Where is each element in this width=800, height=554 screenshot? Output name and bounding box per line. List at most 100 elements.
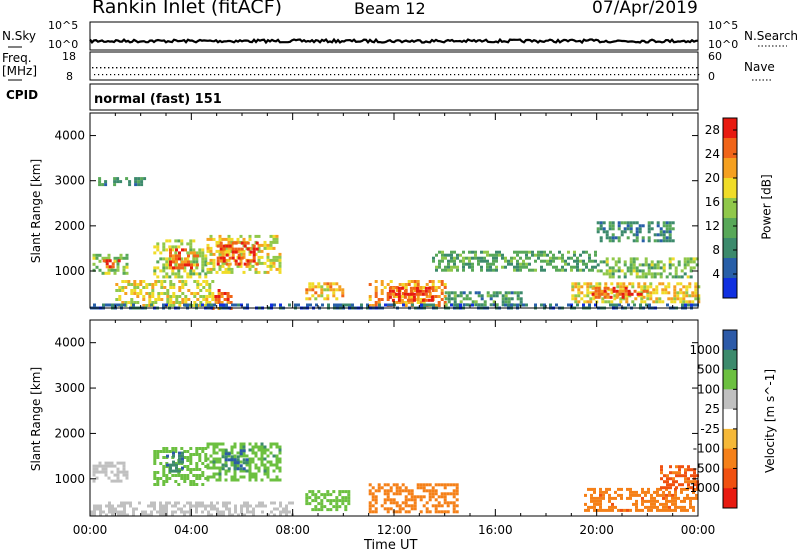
range-gate-cell bbox=[178, 457, 181, 461]
range-gate-cell bbox=[228, 507, 231, 511]
freq-dot bbox=[316, 67, 318, 69]
range-gate-cell bbox=[531, 268, 534, 272]
range-gate-cell bbox=[395, 492, 399, 496]
range-gate-cell bbox=[189, 275, 193, 279]
range-gate-cell bbox=[662, 236, 666, 240]
power-ylabel: Slant Range [km] bbox=[29, 158, 44, 264]
range-gate-cell bbox=[335, 505, 339, 509]
range-gate-cell bbox=[278, 252, 282, 256]
range-gate-cell bbox=[591, 265, 594, 269]
range-gate-cell bbox=[608, 224, 612, 228]
range-gate-cell bbox=[608, 499, 611, 503]
range-gate-cell bbox=[697, 285, 701, 289]
range-gate-cell bbox=[449, 483, 453, 487]
range-gate-cell bbox=[237, 513, 240, 517]
range-gate-cell bbox=[115, 289, 119, 292]
range-gate-cell bbox=[113, 479, 117, 483]
range-gate-cell bbox=[199, 301, 203, 304]
freq-dot bbox=[184, 67, 186, 69]
range-gate-cell bbox=[504, 294, 508, 298]
freq-dot bbox=[296, 67, 298, 69]
range-gate-cell bbox=[468, 259, 471, 263]
range-gate-cell bbox=[198, 453, 202, 456]
range-gate-cell bbox=[132, 510, 135, 514]
range-gate-cell bbox=[288, 303, 291, 307]
range-gate-cell bbox=[582, 259, 585, 263]
range-gate-cell bbox=[153, 251, 157, 255]
range-gate-cell bbox=[228, 256, 232, 260]
freq-dot bbox=[188, 67, 190, 69]
range-gate-cell bbox=[450, 256, 453, 260]
range-gate-cell bbox=[317, 508, 321, 512]
range-gate-cell bbox=[371, 495, 375, 499]
range-gate-cell bbox=[555, 466, 558, 470]
range-gate-cell bbox=[652, 300, 656, 304]
range-gate-cell bbox=[218, 237, 222, 241]
range-gate-cell bbox=[368, 298, 372, 301]
range-gate-cell bbox=[667, 282, 671, 286]
range-gate-cell bbox=[446, 483, 450, 487]
range-gate-cell bbox=[101, 470, 105, 474]
range-gate-cell bbox=[649, 285, 653, 289]
freq-dot bbox=[300, 67, 302, 69]
range-gate-cell bbox=[489, 253, 492, 257]
range-gate-cell bbox=[136, 295, 140, 298]
freq-dot bbox=[92, 67, 94, 69]
range-gate-cell bbox=[561, 253, 564, 257]
range-gate-cell bbox=[246, 303, 249, 307]
power-colorbar-segment bbox=[723, 138, 737, 159]
range-gate-cell bbox=[98, 253, 102, 257]
range-gate-cell bbox=[434, 286, 438, 289]
freq-dot bbox=[680, 67, 682, 69]
range-gate-cell bbox=[480, 294, 484, 298]
range-gate-cell bbox=[663, 480, 666, 484]
range-gate-cell bbox=[650, 272, 654, 276]
range-gate-cell bbox=[471, 250, 474, 254]
range-gate-cell bbox=[589, 291, 593, 295]
range-gate-cell bbox=[516, 294, 520, 298]
range-gate-cell bbox=[632, 233, 636, 237]
range-gate-cell bbox=[440, 510, 444, 514]
range-gate-cell bbox=[602, 230, 606, 234]
freq-dot bbox=[488, 67, 490, 69]
range-gate-cell bbox=[623, 221, 627, 225]
range-gate-cell bbox=[125, 265, 129, 269]
range-gate-cell bbox=[549, 256, 552, 260]
range-gate-cell bbox=[599, 508, 602, 512]
range-gate-cell bbox=[662, 221, 666, 225]
range-gate-cell bbox=[625, 300, 629, 304]
range-gate-cell bbox=[677, 263, 681, 267]
range-gate-cell bbox=[234, 507, 237, 511]
range-gate-cell bbox=[198, 504, 201, 508]
range-gate-cell bbox=[156, 510, 159, 514]
range-gate-cell bbox=[495, 291, 499, 295]
range-gate-cell bbox=[172, 301, 176, 304]
range-gate-cell bbox=[116, 476, 120, 480]
range-gate-cell bbox=[389, 486, 393, 490]
range-gate-cell bbox=[534, 253, 537, 257]
range-gate-cell bbox=[223, 298, 227, 301]
range-gate-cell bbox=[617, 221, 621, 225]
range-gate-cell bbox=[392, 492, 396, 496]
freq-dot bbox=[436, 67, 438, 69]
range-gate-cell bbox=[209, 475, 213, 479]
range-gate-cell bbox=[637, 285, 641, 289]
range-gate-cell bbox=[590, 487, 593, 491]
range-gate-cell bbox=[209, 249, 213, 253]
range-gate-cell bbox=[574, 285, 578, 289]
range-gate-cell bbox=[671, 263, 675, 267]
range-gate-cell bbox=[576, 262, 579, 266]
range-gate-cell bbox=[397, 295, 401, 299]
range-gate-cell bbox=[656, 505, 659, 509]
range-gate-cell bbox=[160, 280, 164, 283]
range-gate-cell bbox=[468, 469, 471, 473]
range-gate-cell bbox=[195, 462, 199, 465]
range-gate-cell bbox=[246, 501, 249, 505]
range-gate-cell bbox=[483, 466, 486, 470]
range-gate-cell bbox=[419, 498, 423, 502]
range-gate-cell bbox=[226, 301, 230, 304]
range-gate-cell bbox=[92, 253, 96, 257]
range-gate-cell bbox=[153, 450, 157, 453]
range-gate-cell bbox=[320, 288, 324, 292]
range-gate-cell bbox=[165, 501, 168, 505]
